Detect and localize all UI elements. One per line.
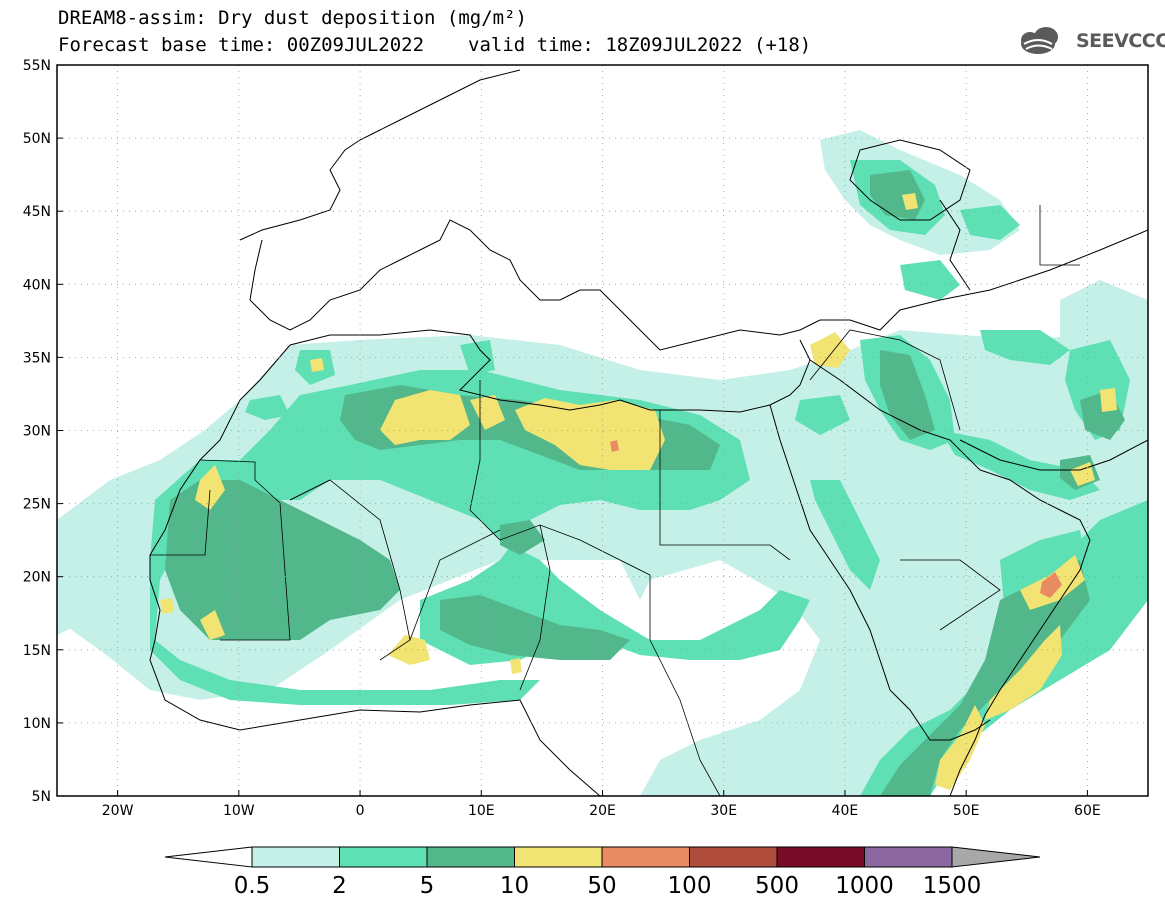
lat-tick-label: 15N [23, 643, 51, 659]
lon-tick-label: 40E [832, 803, 859, 819]
dust-field [57, 130, 1148, 796]
logo-text: SEEVCCC [1076, 30, 1165, 52]
lat-tick-label: 10N [23, 716, 51, 732]
map-title: DREAM8-assim: Dry dust deposition (mg/m²… [58, 7, 527, 29]
cloud-logo-icon [1021, 27, 1058, 54]
valid-time: valid time: 18Z09JUL2022 (+18) [468, 34, 812, 56]
lon-tick-label: 20E [589, 803, 616, 819]
lon-tick-label: 60E [1074, 803, 1101, 819]
lat-tick-label: 35N [23, 350, 51, 366]
coastlines [149, 69, 1148, 796]
lat-tick-label: 40N [23, 277, 51, 293]
lon-tick-label: 20W [102, 803, 134, 819]
lat-tick-label: 25N [23, 497, 51, 513]
longitude-labels: 20W 10W 0 10E 20E 30E 40E 50E 60E [102, 803, 1101, 819]
lon-tick-label: 30E [710, 803, 737, 819]
country-borders [150, 205, 1080, 796]
dust-level-50 [610, 440, 1062, 598]
axis-ticks [57, 64, 1088, 797]
lon-tick-label: 50E [953, 803, 980, 819]
lat-tick-label: 30N [23, 424, 51, 440]
latitude-labels: 55N 50N 45N 40N 35N 30N 25N 20N 15N 10N 5N [23, 58, 51, 805]
lon-tick-label: 10E [468, 803, 495, 819]
lon-tick-label: 0 [356, 803, 365, 819]
lat-tick-label: 5N [32, 789, 51, 805]
lat-tick-label: 55N [23, 58, 51, 74]
lat-tick-label: 50N [23, 131, 51, 147]
lat-tick-label: 20N [23, 570, 51, 586]
lat-tick-label: 45N [23, 204, 51, 220]
lon-tick-label: 10W [223, 803, 255, 819]
map-subtitle: Forecast base time: 00Z09JUL2022 valid ti… [58, 35, 811, 55]
forecast-base-time: Forecast base time: 00Z09JUL2022 [58, 34, 425, 56]
